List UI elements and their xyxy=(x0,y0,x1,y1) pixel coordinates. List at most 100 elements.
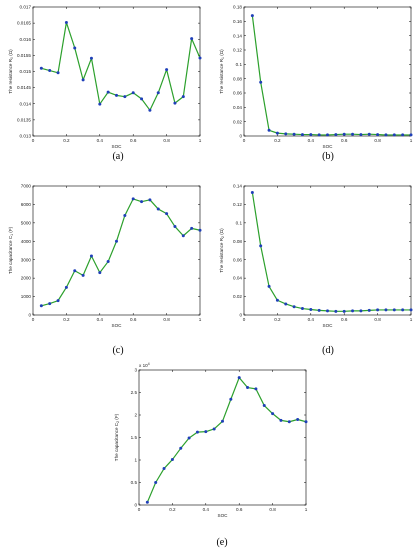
data-point xyxy=(292,305,296,309)
x-tick-label: 0 xyxy=(138,507,141,512)
x-tick-label: 0.2 xyxy=(169,507,176,512)
axes-box xyxy=(243,6,412,137)
panel-b: 0 0.2 0.4 0.6 0.8 1 0 0.02 0.04 0.06 0.08 0.1 0.12 0.… xyxy=(219,5,413,162)
x-tick-label: 0.4 xyxy=(308,138,315,143)
y-tick-label: 6000 xyxy=(21,202,32,207)
panel-label: (a) xyxy=(112,151,123,162)
y-tick-label: 0.12 xyxy=(233,48,242,53)
data-point xyxy=(359,309,363,313)
data-point xyxy=(246,386,250,390)
x-tick-label: 0.6 xyxy=(341,317,348,322)
data-point xyxy=(300,133,304,137)
data-point xyxy=(221,419,224,423)
data-point xyxy=(145,500,149,504)
x-tick-label: 0.8 xyxy=(269,507,276,512)
series-line xyxy=(146,377,307,503)
data-point xyxy=(384,133,388,137)
data-point xyxy=(304,420,308,424)
data-point xyxy=(267,284,271,288)
y-tick-label: 0.08 xyxy=(233,76,242,81)
data-point xyxy=(342,309,346,313)
data-point xyxy=(250,190,254,194)
data-point xyxy=(267,128,271,132)
y-tick-label: 0.0145 xyxy=(17,85,31,90)
y-tick-label: 0.16 xyxy=(233,19,242,24)
x-tick-label: 0 xyxy=(243,317,246,322)
y-tick-label: 0.02 xyxy=(233,294,242,299)
data-point xyxy=(190,226,194,230)
x-tick-label: 0.8 xyxy=(163,138,170,143)
y-tick-label: 0.013 xyxy=(20,134,32,139)
y-tick-label: 3000 xyxy=(21,257,32,262)
y-tick-label: 0 xyxy=(28,313,31,318)
y-tick-label: 0.5 xyxy=(131,480,138,485)
data-point xyxy=(326,309,329,313)
data-point xyxy=(334,133,338,137)
y-tick-label: 0.0135 xyxy=(17,117,31,122)
data-point xyxy=(39,304,43,308)
y-tick-label: 1000 xyxy=(21,294,32,299)
x-tick-label: 0.6 xyxy=(341,138,348,143)
panel-label: (b) xyxy=(322,151,334,162)
data-point xyxy=(156,91,160,95)
data-point xyxy=(351,309,355,313)
x-tick-label: 1 xyxy=(410,138,413,143)
data-point xyxy=(39,66,43,70)
y-tick-label: 0.1 xyxy=(236,62,243,67)
data-point xyxy=(154,481,158,484)
data-point xyxy=(376,133,380,137)
data-point xyxy=(401,308,405,312)
x-axis-label: SOC xyxy=(112,323,123,328)
data-point xyxy=(237,376,241,380)
data-point xyxy=(334,309,338,313)
data-point xyxy=(317,133,321,137)
data-point xyxy=(81,78,85,82)
y-tick-label: 2000 xyxy=(21,276,32,281)
panel-c: 0 0.2 0.4 0.6 0.8 1 0 1000 2000 3000 4000 5000 6000 7… xyxy=(8,184,202,356)
data-point xyxy=(259,80,263,84)
axes-box xyxy=(32,185,201,316)
data-point xyxy=(392,308,396,312)
data-point xyxy=(140,97,144,101)
data-point xyxy=(275,298,279,302)
x-tick-label: 0.4 xyxy=(97,317,104,322)
data-point xyxy=(170,458,174,462)
data-point xyxy=(56,71,60,75)
y-tick-label: 0.017 xyxy=(20,5,32,10)
panel-d: 0 0.2 0.4 0.6 0.8 1 0 0.02 0.04 0.06 0.08 0.1 0.12 0.… xyxy=(219,184,413,356)
x-axis-label: SOC xyxy=(323,144,334,149)
data-point xyxy=(73,46,77,50)
data-point xyxy=(409,133,413,137)
data-point xyxy=(73,269,77,273)
y-axis-label: The resistance R2 (Ω) xyxy=(219,228,225,273)
y-tick-label: 4000 xyxy=(21,239,32,244)
y-tick-label: 0 xyxy=(239,134,242,139)
y-tick-label: 3 xyxy=(134,368,137,373)
y-axis-label: The capacitance C2 (F) xyxy=(114,413,120,461)
x-tick-label: 0.4 xyxy=(203,507,210,512)
data-point xyxy=(309,133,313,137)
y-tick-label: 7000 xyxy=(21,184,32,189)
data-point xyxy=(326,133,329,137)
data-point xyxy=(262,404,266,408)
data-point xyxy=(106,90,110,94)
data-point xyxy=(367,308,371,312)
data-point xyxy=(195,430,199,434)
data-point xyxy=(123,95,127,99)
y-axis-label: The resistance R1 (Ω) xyxy=(219,49,225,94)
y-tick-label: 0.06 xyxy=(233,257,242,262)
data-point xyxy=(359,133,363,137)
y-tick-label: 0.015 xyxy=(20,69,32,74)
y-tick-label: 0 xyxy=(134,503,137,508)
y-tick-label: 0.08 xyxy=(233,239,242,244)
data-point xyxy=(296,418,300,421)
data-point xyxy=(376,308,380,312)
x-tick-label: 0.6 xyxy=(236,507,243,512)
x-tick-label: 1 xyxy=(199,138,202,143)
y-tick-label: 0.14 xyxy=(233,184,242,189)
data-point xyxy=(165,212,169,216)
data-point xyxy=(351,132,355,136)
x-tick-label: 0.6 xyxy=(130,317,137,322)
data-point xyxy=(148,108,152,112)
